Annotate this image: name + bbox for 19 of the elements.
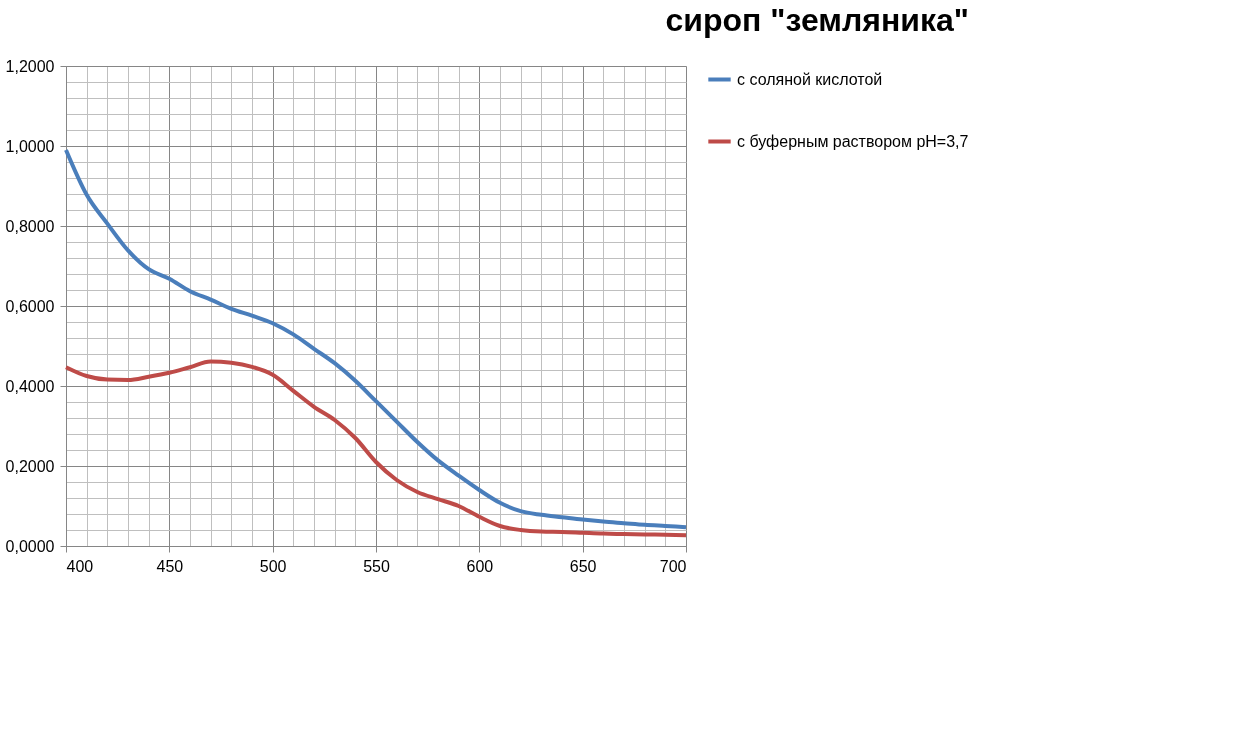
line-series: [64, 148, 688, 530]
y-tick-label: 1,0000: [5, 137, 55, 155]
y-tick-label: 0,4000: [5, 377, 55, 395]
x-tick-label: 700: [659, 557, 687, 575]
x-tick-label: 550: [363, 557, 390, 575]
legend-label: с соляной кислотой: [737, 70, 883, 88]
x-tick-label: 400: [66, 557, 94, 575]
legend-label: с буферным раствором pH=3,7: [737, 132, 969, 150]
line-series: [64, 359, 688, 538]
y-tick-label: 0,8000: [5, 217, 55, 235]
y-tick-label: 1,2000: [5, 57, 55, 75]
x-tick-label: 450: [156, 557, 184, 575]
text: сироп "земляника": [665, 2, 969, 38]
x-tick-label: 650: [569, 557, 597, 575]
x-tick-label: 600: [466, 557, 494, 575]
y-tick-label: 0,6000: [5, 297, 55, 315]
y-tick-label: 0,0000: [5, 537, 55, 555]
x-tick-label: 500: [259, 557, 287, 575]
y-tick-label: 0,2000: [5, 457, 55, 475]
